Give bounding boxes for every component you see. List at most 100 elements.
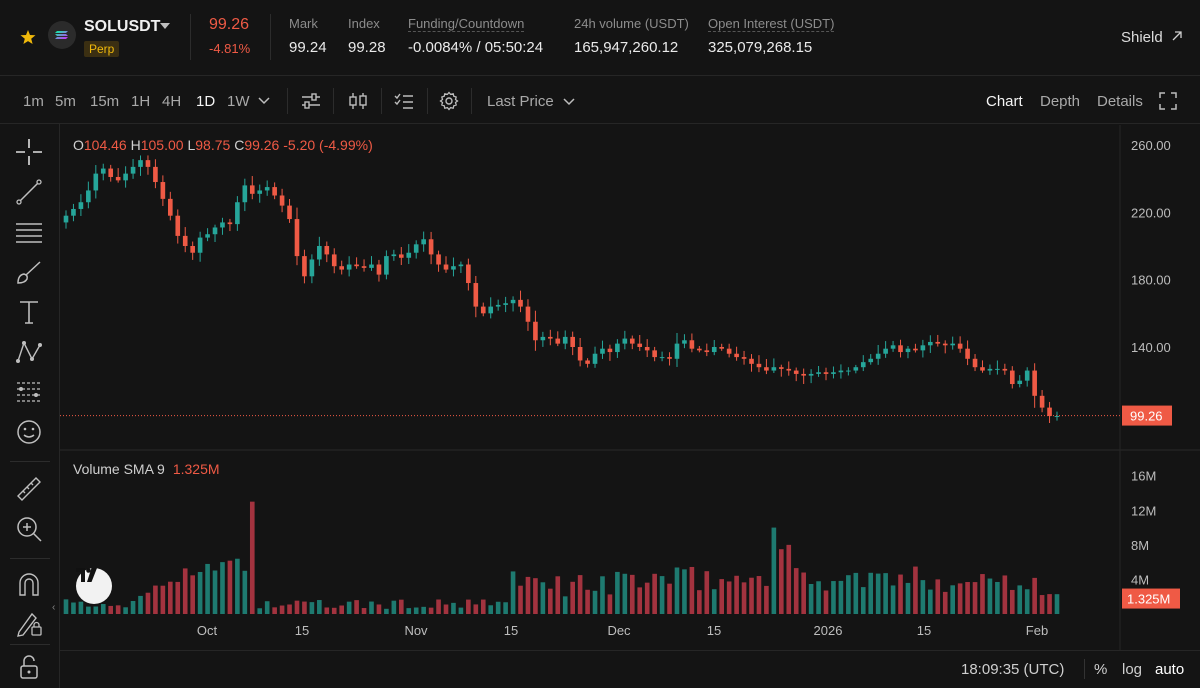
candle (354, 264, 359, 267)
solana-logo-icon (48, 21, 76, 49)
shield-link[interactable]: Shield (1121, 29, 1183, 46)
candle (1024, 370, 1030, 381)
volume-bar (570, 581, 575, 614)
volume-bar (398, 599, 404, 614)
candle (704, 350, 710, 353)
time-axis-tick: Oct (197, 623, 218, 638)
ohlc-low-label: L (187, 137, 196, 153)
volume-bar (607, 594, 613, 614)
text-tool-icon[interactable] (14, 297, 44, 327)
lock-drawing-icon[interactable] (14, 608, 44, 638)
candle (123, 173, 128, 181)
auto-scale-toggle[interactable]: auto (1155, 661, 1185, 678)
pattern-tool-icon[interactable] (14, 337, 44, 367)
candle (1009, 370, 1015, 385)
open-interest-label[interactable]: Open Interest (USDT) (708, 16, 835, 32)
candlestick-chart-svg: 260.00 220.00 180.00 140.00 16M 12M 8M 4M 99.26 1… (60, 125, 1200, 650)
ohlc-high-label: H (130, 137, 141, 153)
candle (369, 264, 374, 268)
volume-bar (480, 599, 486, 614)
trend-line-icon[interactable] (14, 177, 44, 207)
volume-bar (704, 571, 710, 614)
candle (533, 321, 538, 341)
candle (778, 367, 784, 369)
lock-icon[interactable] (14, 652, 44, 682)
price-axis-tick: 140.00 (1131, 340, 1171, 355)
magnet-icon[interactable] (14, 569, 44, 599)
timeframe-1h[interactable]: 1H (131, 93, 151, 110)
tab-chart[interactable]: Chart (986, 93, 1023, 110)
timeframe-1m[interactable]: 1m (23, 93, 44, 110)
volume-bar (115, 605, 121, 614)
candle (942, 343, 948, 346)
tab-details[interactable]: Details (1097, 93, 1143, 110)
timeframe-1d[interactable]: 1D (196, 93, 216, 110)
volume-bar (726, 581, 732, 614)
volume-bar (697, 590, 702, 614)
brush-icon[interactable] (14, 257, 44, 287)
candle (212, 227, 218, 235)
volume-bar (279, 605, 285, 614)
indicators-list-icon[interactable] (393, 91, 415, 111)
volume-bar (644, 582, 650, 614)
candle (808, 373, 814, 376)
candle (115, 176, 121, 181)
volume-bar (123, 607, 128, 614)
favorite-star-icon[interactable] (20, 29, 36, 45)
volume-bar (846, 575, 851, 614)
symbol-name[interactable]: SOLUSDT (84, 18, 161, 35)
horizontal-lines-icon[interactable] (14, 217, 44, 247)
volume-bar (488, 605, 494, 614)
candle (398, 254, 404, 258)
fullscreen-icon[interactable] (1159, 92, 1177, 110)
volume-bar (786, 544, 792, 614)
volume-bar (1039, 595, 1045, 614)
volume-bar (987, 578, 993, 614)
fib-tool-icon[interactable] (14, 377, 44, 407)
log-scale-toggle[interactable]: log (1122, 661, 1143, 678)
volume-bar (615, 571, 620, 614)
timeframe-5m[interactable]: 5m (55, 93, 76, 110)
timeframe-15m[interactable]: 15m (90, 93, 120, 110)
ruler-icon[interactable] (14, 474, 44, 504)
timeframe-dropdown-icon[interactable] (258, 97, 270, 105)
volume-bar (1009, 589, 1015, 614)
volume-legend-label: Volume SMA 9 (73, 461, 165, 477)
volume-bar (331, 607, 337, 614)
tab-depth[interactable]: Depth (1040, 93, 1081, 110)
candle (682, 340, 687, 344)
chart-footer: 18:09:35 (UTC) % log auto (60, 650, 1200, 688)
volume-layer (63, 501, 1060, 614)
zoom-in-icon[interactable] (14, 514, 44, 544)
collapse-toolbar-icon[interactable]: ‹ (52, 602, 56, 613)
volume-bar (100, 604, 106, 614)
candle-type-icon[interactable] (347, 91, 369, 111)
ticker-header: SOLUSDT Perp 99.26 -4.81% Mark 99.24 Ind… (0, 0, 1200, 76)
volume-bar (466, 599, 471, 614)
indicator-settings-icon[interactable] (300, 91, 322, 111)
candle (436, 254, 441, 265)
utc-clock[interactable]: 18:09:35 (UTC) (961, 661, 1065, 678)
candle (130, 166, 136, 174)
crosshair-icon[interactable] (14, 137, 44, 167)
volume-bar (957, 583, 963, 614)
price-type-selector[interactable]: Last Price (487, 93, 575, 110)
candle (711, 347, 717, 353)
tradingview-logo[interactable] (76, 568, 112, 604)
ohlc-change: -5.20 (-4.99%) (283, 137, 373, 153)
volume-bar (823, 590, 829, 614)
volume-bar (391, 600, 397, 614)
symbol-dropdown-icon[interactable] (159, 22, 171, 30)
candle (816, 372, 821, 374)
ohlc-open: 104.46 (83, 137, 127, 153)
emoji-icon[interactable] (14, 417, 44, 447)
price-chart[interactable]: 260.00 220.00 180.00 140.00 16M 12M 8M 4M 99.26 1… (60, 125, 1200, 650)
timeframe-1w[interactable]: 1W (227, 93, 250, 110)
volume-bar (808, 583, 814, 614)
funding-label[interactable]: Funding/Countdown (408, 16, 525, 32)
timeframe-4h[interactable]: 4H (162, 93, 182, 110)
volume-bar (145, 592, 151, 614)
percent-scale-toggle[interactable]: % (1094, 661, 1108, 678)
volume-bar (421, 606, 426, 614)
gear-icon[interactable] (439, 91, 459, 111)
